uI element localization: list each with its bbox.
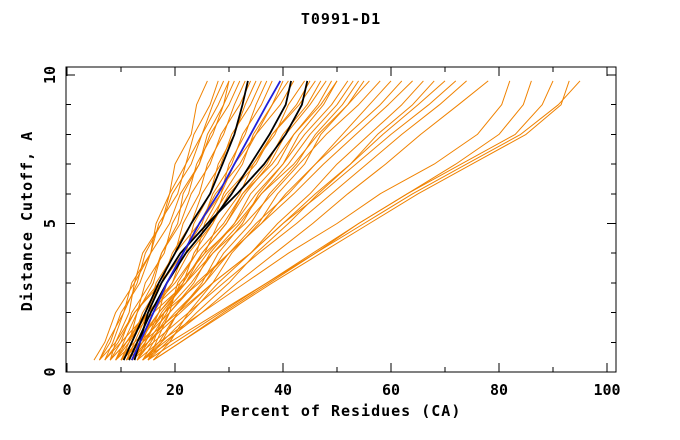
prediction-models-curve	[136, 80, 511, 361]
prediction-models-curve	[104, 80, 219, 361]
chart-title: T0991-D1	[300, 10, 382, 28]
x-tick-label: 80	[490, 381, 508, 399]
prediction-models-curve	[98, 80, 225, 361]
prediction-models-curve	[147, 80, 554, 361]
plot-frame	[65, 66, 617, 373]
highlighted-models-black-curve	[122, 80, 249, 361]
x-axis-label: Percent of Residues (CA)	[220, 402, 462, 420]
prediction-models-curve	[126, 80, 354, 361]
prediction-models-curve	[136, 80, 306, 361]
prediction-models-curve	[147, 80, 268, 361]
prediction-models-curve	[125, 80, 246, 361]
prediction-models-curve	[147, 80, 435, 361]
x-tick-label: 100	[593, 381, 620, 399]
prediction-models-curve	[142, 80, 360, 361]
prediction-models-curve	[131, 80, 467, 361]
prediction-models-curve	[109, 80, 208, 361]
x-tick-label: 60	[382, 381, 400, 399]
prediction-models-curve	[136, 80, 333, 361]
prediction-models-curve	[115, 80, 235, 361]
prediction-models-curve	[115, 80, 413, 361]
y-tick-label: 0	[41, 367, 59, 376]
highlighted-models-black-curve	[133, 80, 309, 361]
prediction-models-curve	[120, 80, 230, 361]
prediction-models-curve	[120, 80, 349, 361]
prediction-models-curve	[142, 80, 424, 361]
highlighted-model-blue-curve	[130, 80, 282, 361]
prediction-models-curve	[142, 80, 581, 361]
prediction-models-curve	[153, 80, 365, 361]
prediction-models-curve	[120, 80, 403, 361]
prediction-models-curve	[153, 80, 570, 361]
x-tick-label: 0	[62, 381, 71, 399]
prediction-models-curve	[104, 80, 370, 361]
y-tick-label: 10	[41, 66, 59, 84]
x-tick-label: 40	[274, 381, 292, 399]
prediction-models-curve	[142, 80, 489, 361]
prediction-models-curve	[120, 80, 457, 361]
x-tick-label: 20	[166, 381, 184, 399]
y-tick-label: 5	[41, 219, 59, 228]
prediction-models-curve	[147, 80, 338, 361]
prediction-models-curve	[104, 80, 295, 361]
